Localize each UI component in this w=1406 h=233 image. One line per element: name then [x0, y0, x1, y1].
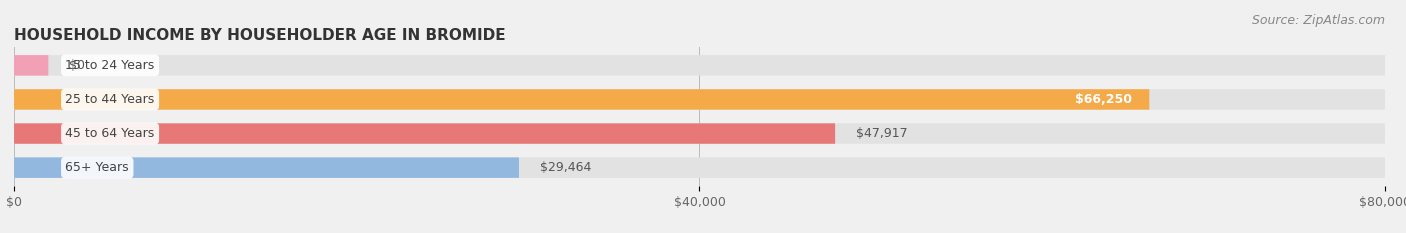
- Text: $66,250: $66,250: [1076, 93, 1132, 106]
- Text: $29,464: $29,464: [540, 161, 591, 174]
- Text: $0: $0: [69, 59, 84, 72]
- Text: Source: ZipAtlas.com: Source: ZipAtlas.com: [1251, 14, 1385, 27]
- FancyBboxPatch shape: [14, 55, 48, 75]
- Text: $47,917: $47,917: [856, 127, 907, 140]
- Text: 15 to 24 Years: 15 to 24 Years: [66, 59, 155, 72]
- Text: 65+ Years: 65+ Years: [66, 161, 129, 174]
- FancyBboxPatch shape: [14, 89, 1149, 110]
- FancyBboxPatch shape: [14, 123, 1385, 144]
- Text: 45 to 64 Years: 45 to 64 Years: [66, 127, 155, 140]
- FancyBboxPatch shape: [14, 158, 519, 178]
- Text: HOUSEHOLD INCOME BY HOUSEHOLDER AGE IN BROMIDE: HOUSEHOLD INCOME BY HOUSEHOLDER AGE IN B…: [14, 28, 506, 43]
- FancyBboxPatch shape: [14, 55, 1385, 75]
- Text: 25 to 44 Years: 25 to 44 Years: [66, 93, 155, 106]
- FancyBboxPatch shape: [14, 123, 835, 144]
- FancyBboxPatch shape: [14, 89, 1385, 110]
- FancyBboxPatch shape: [14, 158, 1385, 178]
